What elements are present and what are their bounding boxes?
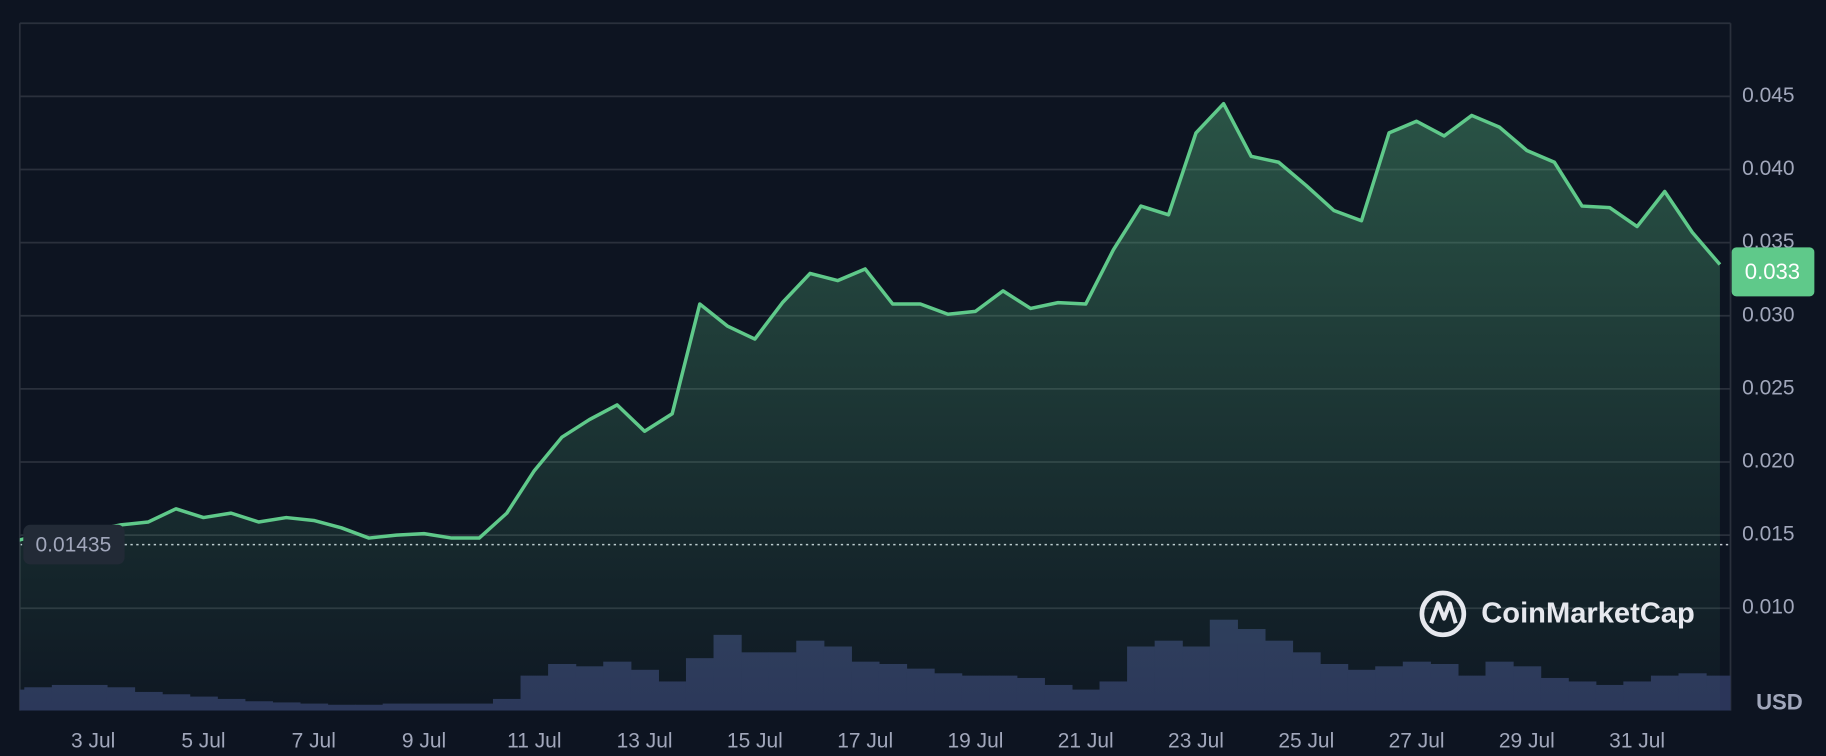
- y-tick-label: 0.010: [1742, 596, 1794, 619]
- y-tick-label: 0.020: [1742, 450, 1794, 473]
- y-tick-label: 0.025: [1742, 376, 1794, 399]
- y-tick-label: 0.045: [1742, 84, 1794, 107]
- x-tick-label: 5 Jul: [181, 730, 225, 753]
- x-tick-label: 11 Jul: [507, 730, 561, 753]
- reference-label: 0.01435: [35, 533, 111, 556]
- brand-logo: CoinMarketCap: [1419, 590, 1695, 638]
- y-tick-label: 0.040: [1742, 157, 1794, 180]
- y-tick-label: 0.015: [1742, 523, 1794, 546]
- x-tick-label: 27 Jul: [1389, 730, 1445, 753]
- x-tick-label: 15 Jul: [727, 730, 783, 753]
- x-tick-label: 13 Jul: [617, 730, 673, 753]
- price-area: [19, 103, 1720, 711]
- brand-name: CoinMarketCap: [1481, 598, 1694, 630]
- x-tick-label: 25 Jul: [1278, 730, 1334, 753]
- x-tick-label: 19 Jul: [947, 730, 1003, 753]
- x-tick-label: 17 Jul: [837, 730, 893, 753]
- logo-mark: [1429, 601, 1458, 624]
- y-tick-label: 0.035: [1742, 230, 1794, 253]
- x-tick-label: 21 Jul: [1058, 730, 1114, 753]
- y-tick-label: 0.030: [1742, 303, 1794, 326]
- x-tick-label: 31 Jul: [1609, 730, 1665, 753]
- plot-area: [19, 101, 1731, 711]
- price-line: [19, 101, 1722, 542]
- x-tick-label: 29 Jul: [1499, 730, 1555, 753]
- reference-badge: [23, 524, 125, 565]
- currency-label: USD: [1756, 689, 1803, 714]
- x-tick-label: 7 Jul: [292, 730, 336, 753]
- current-price-label: 0.033: [1745, 259, 1800, 284]
- x-tick-label: 23 Jul: [1168, 730, 1224, 753]
- logo-circle: [1419, 590, 1467, 638]
- current-price-badge: [1731, 247, 1815, 297]
- x-tick-label: 3 Jul: [71, 730, 115, 753]
- x-tick-label: 9 Jul: [402, 730, 446, 753]
- labels: 0.010 0.015 0.020 0.025 0.030 0.035 0.040 0.045…: [23, 84, 1815, 753]
